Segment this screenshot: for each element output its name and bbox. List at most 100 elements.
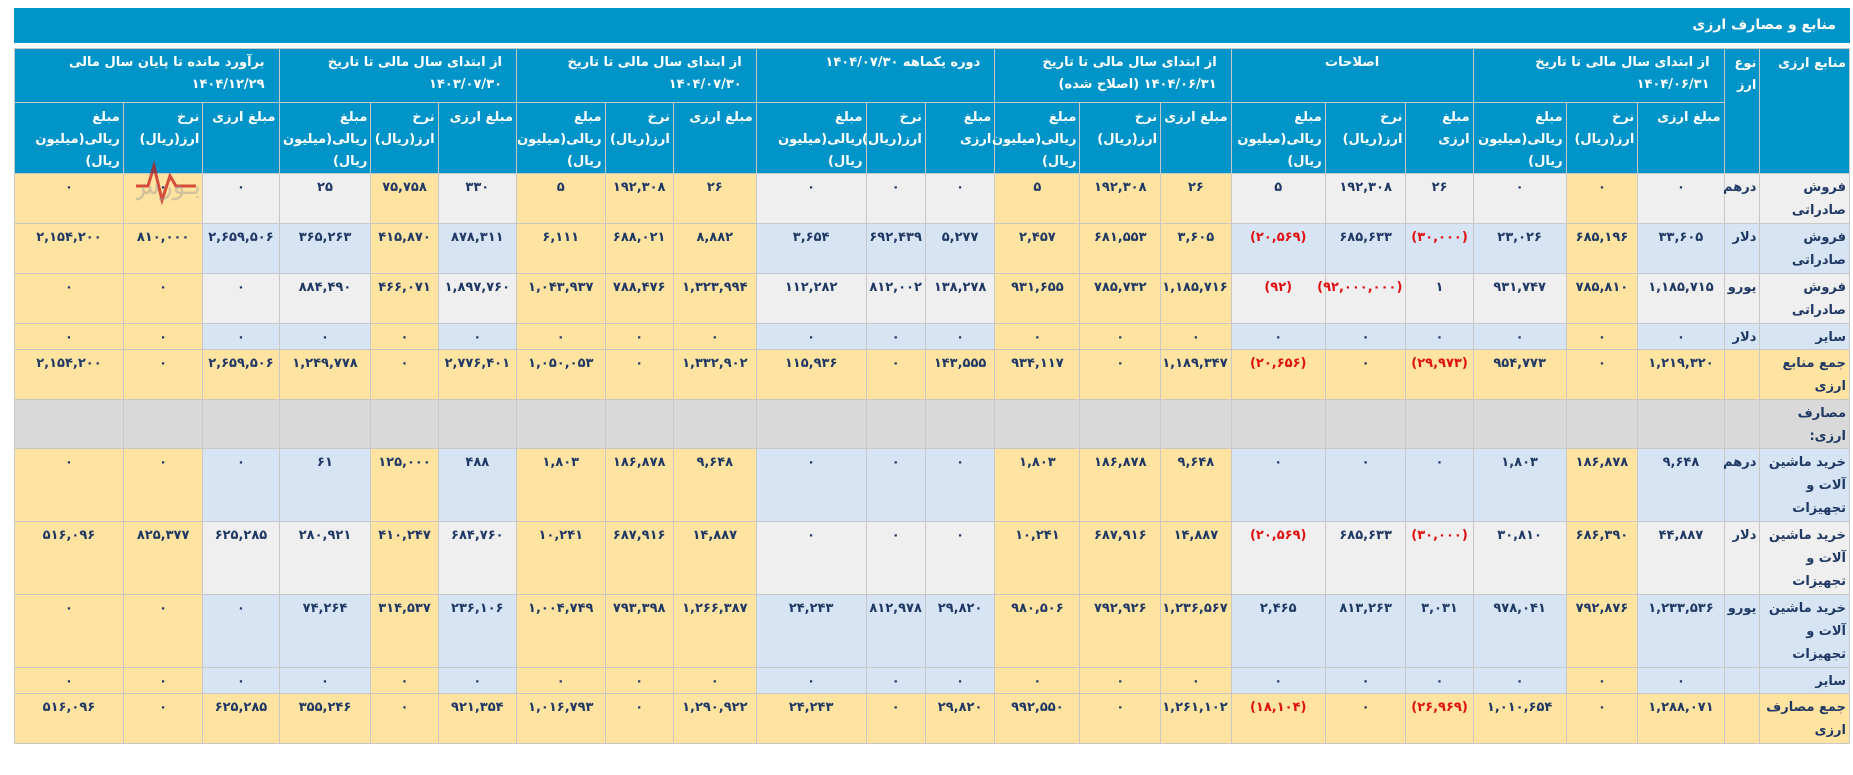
value-cell: ۰ bbox=[865, 349, 926, 400]
value-cell: ۶۸۱,۵۵۳ bbox=[1079, 223, 1162, 274]
value-cell: ۰ bbox=[1324, 693, 1407, 744]
header-sub: مبلغ ریالی(میلیون ریال) bbox=[278, 102, 372, 174]
value-cell: ۵ bbox=[1230, 173, 1326, 224]
value-cell: ۳۰,۸۱۰ bbox=[1472, 521, 1567, 595]
table-row: فروش صادراتی یورو ۱,۱۸۵,۷۱۵ ۷۸۵,۸۱۰ ۹۳۱,۷۴۷ ۱… bbox=[14, 273, 1850, 324]
row-currency bbox=[1723, 349, 1761, 400]
value-cell: (۲۰,۵۶۹) bbox=[1230, 223, 1326, 274]
value-cell: ۳,۰۳۱ bbox=[1405, 594, 1474, 668]
value-cell: ۰ bbox=[755, 521, 867, 595]
value-cell: ۰ bbox=[202, 273, 280, 324]
value-cell: ۰ bbox=[924, 448, 996, 522]
value-cell: ۰ bbox=[437, 667, 518, 694]
value-cell: ۰ bbox=[202, 173, 280, 224]
row-label: مصارف ارزی: bbox=[1759, 399, 1850, 449]
value-cell: ۴۶۶,۰۷۱ bbox=[370, 273, 439, 324]
row-label: جمع منابع ارزی bbox=[1759, 349, 1850, 400]
value-cell: ۰ bbox=[924, 667, 996, 694]
value-cell: ۰ bbox=[516, 323, 606, 350]
value-cell: ۲۶ bbox=[1160, 173, 1232, 224]
row-label: خرید ماشین آلات و تجهیزات bbox=[1759, 594, 1850, 668]
value-cell: (۲۰,۶۵۶) bbox=[1230, 349, 1326, 400]
value-cell: ۰ bbox=[122, 323, 204, 350]
value-cell: ۹۹۲,۵۵۰ bbox=[994, 693, 1081, 744]
value-cell: ۱,۸۰۳ bbox=[1472, 448, 1567, 522]
value-cell: ۲,۱۵۴,۲۰۰ bbox=[14, 223, 124, 274]
table-row: فروش صادراتی دلار ۳۳,۶۰۵ ۶۸۵,۱۹۶ ۲۳,۰۲۶ (۳۰,۰… bbox=[14, 223, 1850, 274]
value-cell: ۱۸۶,۸۷۸ bbox=[1565, 448, 1639, 522]
header-sub: نرخ ارز(ریال) bbox=[604, 102, 674, 174]
value-cell: ۹۷۸,۰۴۱ bbox=[1472, 594, 1567, 668]
value-cell: ۲۸۰,۹۲۱ bbox=[278, 521, 372, 595]
value-cell bbox=[1565, 399, 1639, 449]
value-cell: ۰ bbox=[122, 448, 204, 522]
value-cell: ۰ bbox=[865, 448, 926, 522]
watermark-text: بـورس بان bbox=[136, 171, 201, 201]
value-cell: ۰ bbox=[994, 667, 1081, 694]
value-cell bbox=[1324, 399, 1407, 449]
value-cell: ۰ bbox=[755, 448, 867, 522]
value-cell: ۴۱۰,۲۴۷ bbox=[370, 521, 439, 595]
header-group: برآورد مانده تا پایان سال مالی ۱۴۰۴/۱۲/۲… bbox=[14, 48, 280, 103]
value-cell: ۰ bbox=[1472, 667, 1567, 694]
value-cell: ۰ bbox=[1160, 667, 1232, 694]
value-cell: ۱۱۲,۲۸۲ bbox=[755, 273, 867, 324]
row-currency bbox=[1723, 693, 1761, 744]
value-cell: ۱,۲۳۶,۵۶۷ bbox=[1160, 594, 1232, 668]
value-cell: ۰ bbox=[1637, 173, 1725, 224]
value-cell: ۰ bbox=[1565, 693, 1639, 744]
value-cell: ۸۷۸,۳۱۱ bbox=[437, 223, 518, 274]
value-cell: ۳۱۴,۵۳۷ bbox=[370, 594, 439, 668]
row-currency: یورو bbox=[1723, 273, 1761, 324]
row-label: فروش صادراتی bbox=[1759, 173, 1850, 224]
value-cell: ۰ bbox=[1565, 349, 1639, 400]
value-cell: ۱,۰۴۳,۹۳۷ bbox=[516, 273, 606, 324]
value-cell bbox=[278, 399, 372, 449]
value-cell: ۳,۶۰۵ bbox=[1160, 223, 1232, 274]
value-cell: ۰ bbox=[604, 693, 674, 744]
value-cell: (۲۰,۵۶۹) bbox=[1230, 521, 1326, 595]
value-cell: ۱,۲۴۹,۷۷۸ bbox=[278, 349, 372, 400]
value-cell: ۰ bbox=[1160, 323, 1232, 350]
value-cell: ۶۹۲,۴۳۹ bbox=[865, 223, 926, 274]
value-cell: ۱۴,۸۸۷ bbox=[1160, 521, 1232, 595]
value-cell: ۰ bbox=[672, 667, 757, 694]
value-cell: ۱۴,۸۸۷ bbox=[672, 521, 757, 595]
value-cell bbox=[1405, 399, 1474, 449]
value-cell: ۰ bbox=[604, 323, 674, 350]
value-cell: ۲,۱۵۴,۲۰۰ bbox=[14, 349, 124, 400]
value-cell bbox=[122, 399, 204, 449]
row-currency: یورو bbox=[1723, 594, 1761, 668]
value-cell: ۰ bbox=[370, 667, 439, 694]
table-row: خرید ماشین آلات و تجهیزات دلار ۴۴,۸۸۷ ۶۸۶,۳… bbox=[14, 521, 1850, 595]
value-cell: ۰ bbox=[122, 349, 204, 400]
value-cell: ۰ bbox=[1565, 173, 1639, 224]
value-cell: (۱۸,۱۰۴) bbox=[1230, 693, 1326, 744]
value-cell: ۲۳۶,۱۰۶ bbox=[437, 594, 518, 668]
value-cell: ۶۲۵,۲۸۵ bbox=[202, 693, 280, 744]
value-cell: ۰ bbox=[1230, 448, 1326, 522]
value-cell: ۸,۸۸۲ bbox=[672, 223, 757, 274]
header-sub: نرخ ارز(ریال) bbox=[370, 102, 439, 174]
value-cell: ۰ bbox=[516, 667, 606, 694]
value-cell: ۰ bbox=[202, 323, 280, 350]
header-sub: نرخ ارز(ریال) bbox=[122, 102, 204, 174]
value-cell bbox=[994, 399, 1081, 449]
table-row: خرید ماشین آلات و تجهیزات یورو ۱,۲۳۳,۵۳۶ ۷۹… bbox=[14, 594, 1850, 668]
value-cell: ۷۴,۲۶۴ bbox=[278, 594, 372, 668]
value-cell: ۰ bbox=[865, 667, 926, 694]
header-group: از ابتدای سال مالی تا تاریخ ۱۴۰۴/۰۶/۳۱ bbox=[1472, 48, 1725, 103]
value-cell: ۱,۰۰۴,۷۴۹ bbox=[516, 594, 606, 668]
value-cell: ۱,۲۶۶,۳۸۷ bbox=[672, 594, 757, 668]
value-cell: ۸۱۰,۰۰۰ bbox=[122, 223, 204, 274]
value-cell: ۷۸۵,۷۳۲ bbox=[1079, 273, 1162, 324]
header-sub: مبلغ ریالی(میلیون ریال) bbox=[14, 102, 124, 174]
value-cell: ۴۸۸ bbox=[437, 448, 518, 522]
value-cell: ۹۳۴,۱۱۷ bbox=[994, 349, 1081, 400]
row-label: خرید ماشین آلات و تجهیزات bbox=[1759, 521, 1850, 595]
value-cell: ۷۹۲,۹۲۶ bbox=[1079, 594, 1162, 668]
row-currency: درهم bbox=[1723, 448, 1761, 522]
value-cell: ۱,۰۱۶,۷۹۳ bbox=[516, 693, 606, 744]
header-sub: مبلغ ارزی bbox=[202, 102, 280, 174]
table-row: سایر ۰ ۰ ۰ ۰ ۰ ۰ ۰ ۰ ۰ ۰ ۰ ۰ ۰ ۰ ۰ ۰ ۰ ۰ ۰ ۰ ۰ bbox=[14, 667, 1850, 694]
